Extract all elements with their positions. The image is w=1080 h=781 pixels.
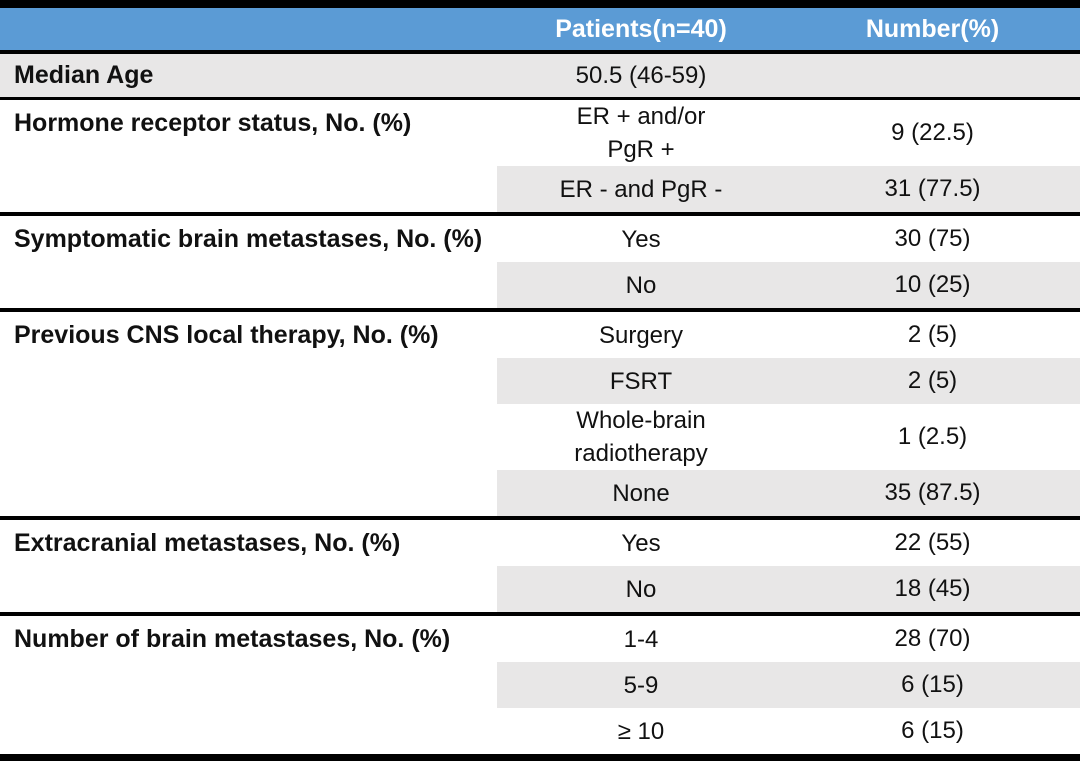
table-row: None 35 (87.5) (497, 470, 1080, 516)
cell-patients: Surgery (598, 321, 684, 349)
group-label: Extracranial metastases, No. (%) (0, 520, 497, 612)
cell-patients: Yes (621, 529, 661, 557)
cell-number: 2 (5) (907, 321, 958, 348)
cell-patients: Whole-brain radiotherapy (574, 407, 708, 467)
cell-number: 1 (2.5) (897, 423, 968, 450)
table-group: Extracranial metastases, No. (%) Yes 22 (5… (0, 520, 1080, 616)
table-body: Hormone receptor status, No. (%) ER + and… (0, 100, 1080, 754)
table-group: Hormone receptor status, No. (%) ER + and… (0, 100, 1080, 216)
cell-patients: No (625, 575, 657, 603)
cell-number: 28 (70) (894, 625, 971, 652)
group-rows: Yes 30 (75) No 10 (25) (497, 216, 1080, 308)
table-group: Symptomatic brain metastases, No. (%) Yes… (0, 216, 1080, 312)
cell-patients: 1-4 (623, 625, 659, 653)
cell-patients: ≥ 10 (617, 717, 665, 745)
table-row: FSRT 2 (5) (497, 358, 1080, 404)
group-rows: Surgery 2 (5) FSRT 2 (5) Whole-brain radioth… (497, 312, 1080, 516)
cell-number: 22 (55) (894, 529, 971, 556)
cell-patients: Yes (621, 225, 661, 253)
cell-patients: ER - and PgR - (559, 175, 723, 203)
top-rule (0, 0, 1080, 8)
cell-number: 10 (25) (894, 271, 971, 298)
cell-number: 6 (15) (901, 671, 964, 698)
group-label: Hormone receptor status, No. (%) (0, 100, 497, 212)
table-row: ER - and PgR - 31 (77.5) (497, 166, 1080, 212)
cell-number: 30 (75) (894, 225, 971, 252)
header-cell-patients: Patients(n=40) (555, 14, 727, 43)
group-label: Symptomatic brain metastases, No. (%) (0, 216, 497, 308)
group-rows: 1-4 28 (70) 5-9 6 (15) ≥ 10 6 (15) (497, 616, 1080, 754)
median-age-value: 50.5 (46-59) (575, 61, 707, 89)
cell-patients: None (612, 479, 670, 507)
cell-number: 2 (5) (907, 367, 958, 394)
cell-number: 31 (77.5) (884, 175, 981, 202)
cell-patients: ER + and/or PgR + (576, 103, 706, 163)
table-row: No 10 (25) (497, 262, 1080, 308)
table-row: No 18 (45) (497, 566, 1080, 612)
table-group: Previous CNS local therapy, No. (%) Surge… (0, 312, 1080, 520)
group-label: Previous CNS local therapy, No. (%) (0, 312, 497, 516)
table-row: Yes 30 (75) (497, 216, 1080, 262)
header-cell-number: Number(%) (865, 14, 1000, 43)
median-age-row: Median Age 50.5 (46-59) (0, 54, 1080, 100)
median-age-label: Median Age (14, 61, 154, 89)
cell-number: 6 (15) (901, 717, 964, 744)
group-label: Number of brain metastases, No. (%) (0, 616, 497, 754)
table-row: 5-9 6 (15) (497, 662, 1080, 708)
cell-patients: FSRT (609, 367, 673, 395)
group-rows: Yes 22 (55) No 18 (45) (497, 520, 1080, 612)
group-rows: ER + and/or PgR + 9 (22.5) ER - and PgR - 3… (497, 100, 1080, 212)
cell-patients: 5-9 (623, 671, 659, 699)
table-row: 1-4 28 (70) (497, 616, 1080, 662)
cell-number: 35 (87.5) (884, 479, 981, 506)
table-row: Surgery 2 (5) (497, 312, 1080, 358)
table-row: ≥ 10 6 (15) (497, 708, 1080, 754)
cell-patients: No (625, 271, 657, 299)
table-row: ER + and/or PgR + 9 (22.5) (497, 100, 1080, 166)
table-group: Number of brain metastases, No. (%) 1-4 28… (0, 616, 1080, 754)
cell-number: 18 (45) (894, 575, 971, 602)
table-header-row: Patients(n=40) Number(%) (0, 8, 1080, 54)
table-row: Yes 22 (55) (497, 520, 1080, 566)
bottom-rule (0, 754, 1080, 761)
table-row: Whole-brain radiotherapy 1 (2.5) (497, 404, 1080, 470)
cell-number: 9 (22.5) (891, 119, 974, 146)
